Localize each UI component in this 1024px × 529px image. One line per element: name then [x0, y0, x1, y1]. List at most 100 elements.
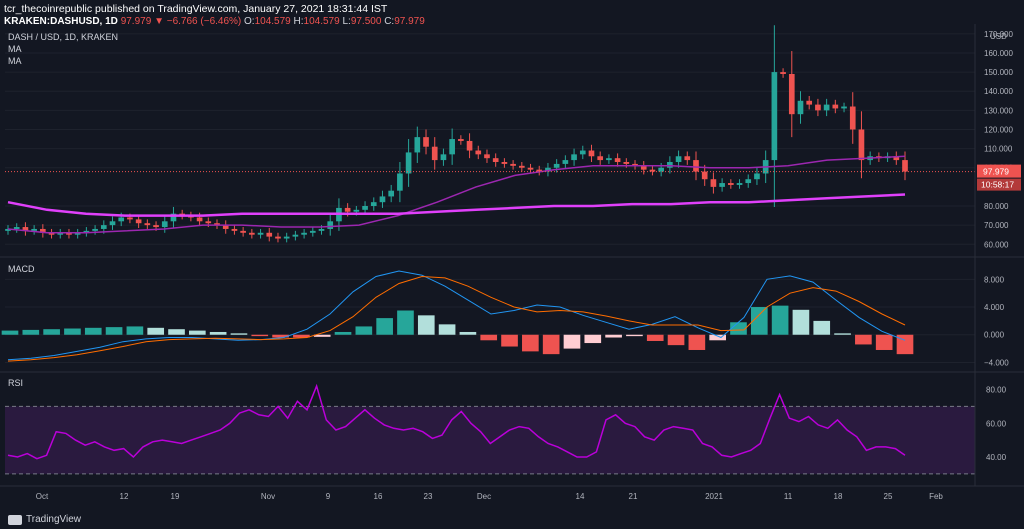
candle-body [100, 225, 107, 229]
macd-histogram-bar [834, 333, 851, 335]
candle-body [902, 160, 908, 172]
candle-body [893, 156, 900, 161]
candle-body [571, 154, 577, 161]
candle-body [545, 167, 551, 172]
price-tick-label: 80.000 [984, 202, 1009, 211]
candle-body [727, 183, 734, 185]
candle-body [701, 171, 708, 180]
price-pane[interactable] [5, 25, 975, 245]
macd-histogram-bar [605, 334, 622, 338]
candle-body [745, 179, 752, 184]
candle-body [362, 206, 368, 210]
candle-body [135, 219, 142, 224]
candle-body [562, 160, 569, 164]
time-tick-label: 25 [884, 492, 893, 501]
candle-body [327, 221, 334, 229]
macd-histogram-bar [584, 334, 602, 344]
macd-histogram-bar [105, 327, 123, 335]
time-tick-label: 14 [576, 492, 585, 501]
time-tick-label: Nov [261, 492, 275, 501]
candle-body [266, 232, 273, 237]
macd-histogram-bar [542, 334, 560, 355]
ma-short-legend[interactable]: MA [8, 44, 22, 54]
ma-short-line [7, 155, 906, 234]
brand-label: TradingView [26, 514, 82, 525]
candle-body [858, 129, 865, 161]
tradingview-logo-icon [8, 514, 22, 525]
ohlc-legend: KRAKEN:DASHUSD, 1D 97.979 ▼ −6.766 (−6.4… [4, 16, 425, 27]
macd-tick-label: 4.000 [984, 303, 1005, 312]
candle-body [74, 232, 81, 235]
macd-histogram-bar [313, 334, 331, 337]
price-tick-label: 70.000 [984, 221, 1009, 230]
rsi-pane[interactable] [5, 383, 975, 475]
pair-title[interactable]: DASH / USD, 1D, KRAKEN [8, 32, 119, 42]
candle-body [405, 152, 412, 174]
candle-body [518, 165, 525, 168]
candle-body [614, 158, 621, 162]
macd-histogram-bar [126, 326, 144, 335]
candle-body [684, 156, 691, 161]
candle-body [40, 228, 46, 233]
close-label: C: [384, 16, 395, 27]
macd-histogram-bar [293, 334, 310, 338]
candle-body [13, 227, 20, 229]
macd-histogram-bar [688, 334, 706, 350]
candle-body [806, 100, 813, 105]
candle-body [632, 163, 638, 166]
ma-long-legend[interactable]: MA [8, 56, 22, 66]
macd-histogram-bar [667, 334, 685, 346]
macd-histogram-bar [230, 333, 248, 335]
signal-line [7, 275, 906, 362]
rsi-tick-label: 40.00 [986, 453, 1007, 462]
macd-histogram-bar [563, 334, 581, 349]
candle-body [240, 230, 246, 233]
rsi-band [5, 406, 975, 474]
price-tick-label: 110.000 [984, 145, 1013, 154]
candle-body [257, 232, 264, 235]
candle-body [780, 72, 786, 74]
candle-body [292, 234, 299, 237]
candle-body [849, 106, 856, 130]
time-tick-label: 18 [834, 492, 843, 501]
macd-histogram-bar [272, 334, 289, 338]
macd-histogram-bar [855, 334, 872, 345]
macd-histogram-bar [626, 334, 643, 337]
candle-body [283, 236, 290, 239]
macd-histogram-bar [438, 324, 456, 335]
macd-histogram-bar [43, 329, 60, 335]
macd-line [7, 270, 906, 361]
countdown-tag [977, 178, 1021, 191]
candle-body [815, 104, 821, 111]
candle-body [693, 160, 699, 172]
candle-body [492, 158, 499, 162]
candle-body [344, 207, 351, 212]
candle-body [309, 230, 316, 233]
time-tick-label: 21 [629, 492, 638, 501]
macd-legend[interactable]: MACD [8, 264, 35, 274]
candle-body [22, 227, 29, 231]
low-value: 97.500 [350, 16, 382, 27]
time-tick-label: 19 [171, 492, 180, 501]
macd-pane[interactable] [1, 270, 975, 363]
macd-histogram-bar [646, 334, 664, 341]
candle-body [388, 190, 395, 197]
price-tick-label: 160.000 [984, 49, 1013, 58]
time-tick-label: 9 [326, 492, 331, 501]
candle-body [475, 150, 482, 155]
macd-histogram-bar [771, 305, 789, 335]
rsi-legend[interactable]: RSI [8, 378, 24, 388]
candle-body [553, 163, 560, 168]
macd-histogram-bar [417, 315, 435, 335]
macd-histogram-bar [730, 322, 747, 335]
candle-body [823, 104, 830, 111]
current-price-label: 97.979 [983, 167, 1009, 177]
tradingview-brand[interactable]: TradingView [8, 514, 81, 525]
candle-body [414, 137, 421, 153]
candle-body [606, 158, 612, 161]
last-price: 97.979 [120, 16, 152, 27]
candle-body [48, 232, 55, 235]
candle-body [370, 202, 377, 206]
symbol-label[interactable]: KRAKEN:DASHUSD, 1D [4, 16, 118, 27]
macd-histogram-bar [147, 327, 165, 335]
